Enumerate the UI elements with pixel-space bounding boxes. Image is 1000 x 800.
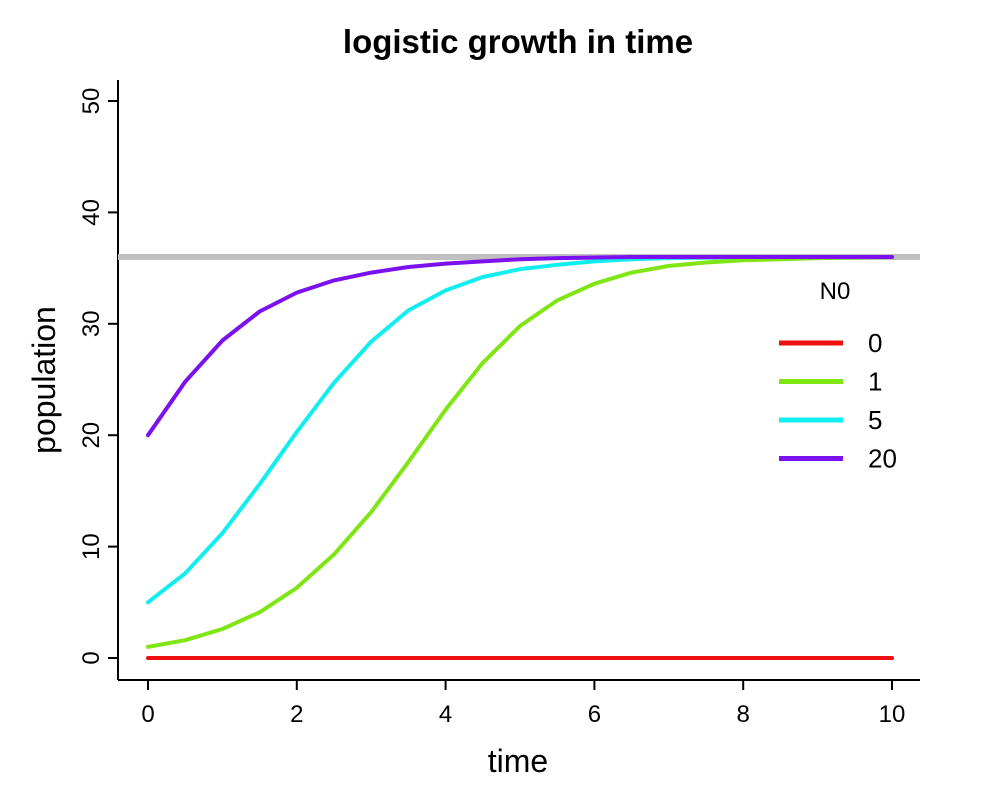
legend-items: 0 1 5 20 — [779, 328, 897, 474]
legend-label-n0-0: 0 — [868, 328, 882, 358]
y-tick-label: 40 — [78, 199, 105, 226]
y-tick-label: 20 — [78, 422, 105, 449]
x-tick-label: 0 — [141, 701, 154, 728]
x-tick-label: 4 — [439, 701, 452, 728]
series-line-n0-1 — [146, 255, 894, 649]
y-ticks: 0 10 20 30 40 50 — [78, 88, 118, 665]
x-tick-label: 2 — [290, 701, 303, 728]
series-line-n0-20 — [146, 255, 894, 438]
x-ticks: 0 2 4 6 8 10 — [141, 680, 905, 728]
y-tick-label: 0 — [78, 651, 105, 664]
x-axis-label: time — [488, 743, 548, 779]
x-tick-label: 8 — [737, 701, 750, 728]
x-tick-label: 10 — [879, 701, 906, 728]
y-axis-label: population — [26, 306, 62, 454]
series-group — [146, 255, 894, 660]
y-tick-label: 50 — [78, 88, 105, 115]
legend-label-n0-20: 20 — [868, 444, 897, 474]
legend-label-n0-5: 5 — [868, 405, 882, 435]
series-line-n0-5 — [146, 255, 894, 605]
legend-label-n0-1: 1 — [868, 367, 882, 397]
legend: N0 0 1 5 20 — [779, 278, 897, 474]
x-tick-label: 6 — [588, 701, 601, 728]
y-tick-label: 10 — [78, 533, 105, 560]
chart-title: logistic growth in time — [343, 23, 693, 60]
y-tick-label: 30 — [78, 310, 105, 337]
legend-title: N0 — [820, 278, 851, 305]
axes — [117, 80, 920, 681]
